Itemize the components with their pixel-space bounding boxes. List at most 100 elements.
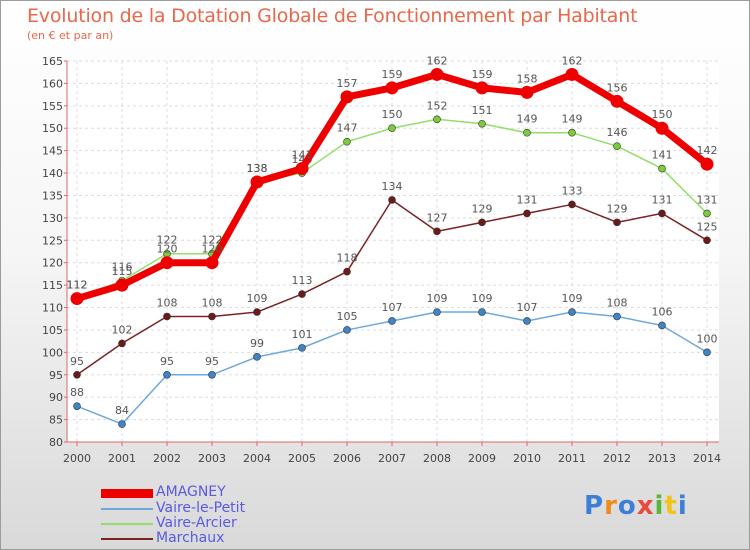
data-point — [523, 209, 531, 218]
data-label: 147 — [337, 122, 358, 135]
y-tick-label: 115 — [42, 279, 63, 292]
data-point — [523, 128, 531, 137]
data-label: 101 — [292, 328, 313, 341]
x-tick-label: 2010 — [513, 452, 541, 465]
y-tick-label: 140 — [42, 167, 63, 180]
x-tick-label: 2002 — [153, 452, 181, 465]
data-label: 106 — [652, 305, 673, 318]
data-label: 112 — [67, 279, 88, 292]
data-point — [118, 339, 126, 348]
series-marchaux: 95 102 108 108 109 113 118 134 127 129 131 133 129 13… — [70, 180, 718, 379]
data-point — [703, 348, 711, 357]
data-label: 120 — [157, 243, 178, 256]
data-label: 107 — [517, 301, 538, 314]
data-point — [70, 292, 84, 306]
y-tick-label: 150 — [42, 122, 63, 135]
data-point — [700, 157, 714, 171]
data-point — [343, 137, 351, 146]
data-point — [388, 124, 396, 133]
data-label: 149 — [562, 113, 583, 126]
data-point — [73, 402, 81, 410]
y-tick-label: 80 — [49, 436, 63, 449]
legend-swatch — [101, 538, 153, 540]
legend-label: Marchaux — [156, 530, 225, 546]
y-tick-label: 110 — [42, 302, 63, 315]
data-label: 88 — [70, 386, 84, 399]
data-point — [160, 256, 174, 270]
y-tick-label: 160 — [42, 77, 63, 90]
data-point — [610, 94, 624, 108]
data-point — [388, 317, 396, 325]
logo-letter: x — [636, 491, 655, 521]
legend-label: Vaire-Arcier — [156, 515, 237, 531]
data-point — [565, 67, 579, 81]
data-point — [613, 312, 621, 321]
data-label: 100 — [697, 332, 718, 345]
y-tick-label: 105 — [42, 324, 63, 337]
x-tick-label: 2008 — [423, 452, 451, 465]
x-tick-label: 2013 — [648, 452, 676, 465]
x-tick-label: 2009 — [468, 452, 496, 465]
data-label: 109 — [427, 292, 448, 305]
y-tick-label: 165 — [42, 55, 63, 68]
data-label: 159 — [382, 68, 403, 81]
data-label: 159 — [472, 68, 493, 81]
data-label: 134 — [382, 180, 403, 193]
data-label: 138 — [247, 162, 268, 175]
data-point — [478, 308, 486, 316]
x-tick-label: 2014 — [693, 452, 721, 465]
y-tick-label: 100 — [42, 346, 63, 359]
data-point — [568, 308, 576, 316]
data-point — [205, 256, 219, 270]
data-label: 129 — [472, 202, 493, 215]
proxiti-logo: Proxiti — [584, 491, 688, 521]
x-tick-label: 2001 — [108, 452, 136, 465]
logo-letter: P — [584, 491, 605, 521]
data-label: 125 — [697, 220, 718, 233]
data-label: 99 — [250, 337, 264, 350]
y-tick-label: 155 — [42, 100, 63, 113]
data-point — [253, 308, 261, 316]
data-label: 146 — [607, 126, 628, 139]
data-label: 109 — [472, 292, 493, 305]
data-label: 84 — [115, 404, 129, 417]
data-label: 122 — [202, 234, 223, 247]
data-point — [433, 308, 441, 316]
data-label: 95 — [160, 355, 174, 368]
data-label: 162 — [562, 54, 583, 67]
legend-swatch — [101, 489, 153, 498]
data-label: 131 — [517, 193, 538, 206]
logo-letter: o — [617, 491, 637, 521]
data-label: 141 — [292, 149, 313, 162]
data-label: 108 — [202, 296, 223, 309]
data-point — [430, 67, 444, 81]
legend-swatch — [101, 523, 153, 525]
data-label: 150 — [382, 108, 403, 121]
data-point — [385, 81, 399, 95]
data-label: 95 — [205, 355, 219, 368]
x-tick-label: 2000 — [63, 452, 91, 465]
data-point — [568, 128, 576, 137]
data-point — [475, 81, 489, 95]
y-tick-label: 120 — [42, 257, 63, 270]
y-tick-label: 135 — [42, 189, 63, 202]
series-vaire-le-petit: 88 84 95 95 99 101 105 107 109 109 107 109 108 106 100 — [70, 292, 718, 428]
x-tick-label: 2012 — [603, 452, 631, 465]
data-point — [208, 370, 216, 379]
data-label: 149 — [517, 113, 538, 126]
data-label: 150 — [652, 108, 673, 121]
data-label: 158 — [517, 72, 538, 85]
data-label: 142 — [697, 144, 718, 157]
data-point — [298, 290, 306, 298]
data-label: 105 — [337, 310, 358, 323]
data-point — [613, 218, 621, 227]
data-point — [343, 326, 351, 334]
logo-letter: t — [664, 491, 678, 521]
x-tick-label: 2005 — [288, 452, 316, 465]
y-tick-label: 90 — [49, 391, 63, 404]
data-label: 131 — [697, 193, 718, 206]
data-label: 162 — [427, 54, 448, 67]
data-label: 120 — [202, 243, 223, 256]
data-point — [295, 162, 309, 176]
